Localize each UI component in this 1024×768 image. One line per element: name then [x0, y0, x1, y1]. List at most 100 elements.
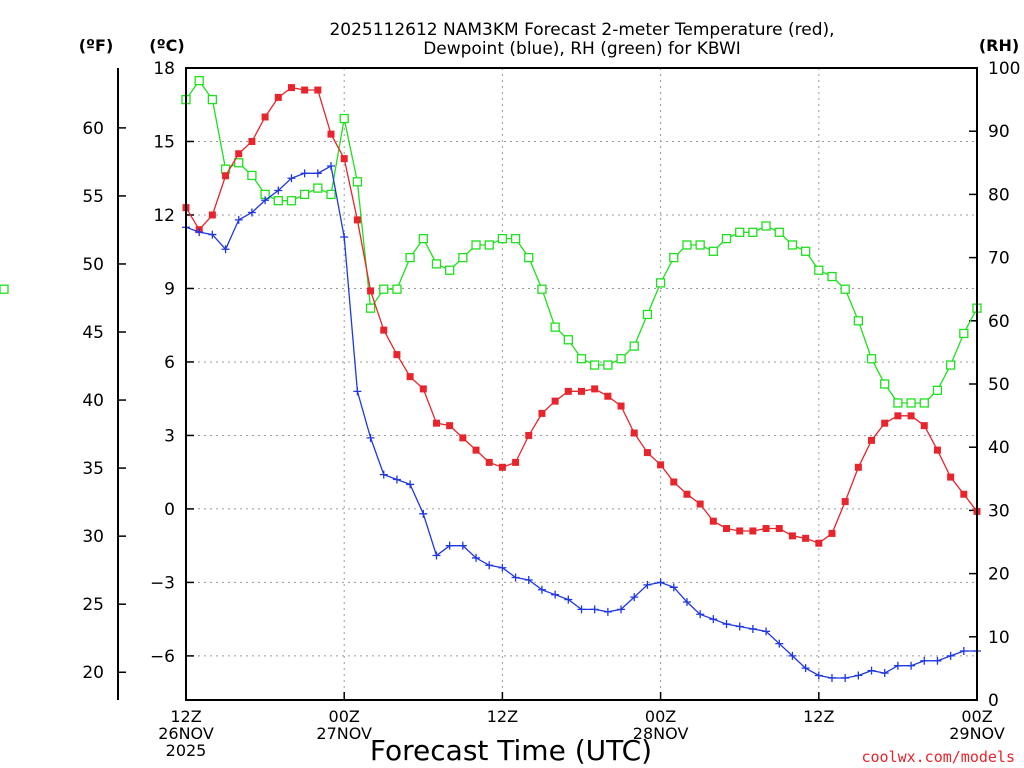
- rh-point: [471, 240, 481, 250]
- dewpoint-point: [643, 580, 652, 589]
- rh-point: [669, 252, 679, 263]
- dewpoint-point: [458, 541, 467, 550]
- fahrenheit-tick-label: 55: [82, 187, 104, 207]
- dewpoint-point: [247, 208, 256, 217]
- rh-point: [893, 398, 903, 408]
- rh-point: [286, 196, 297, 206]
- celsius-tick-label: 0: [164, 500, 175, 520]
- temperature-point: [248, 137, 256, 145]
- rh-point: [959, 328, 969, 339]
- rh-point: [682, 240, 692, 250]
- rh-point: [0, 284, 9, 294]
- dewpoint-point: [221, 245, 230, 254]
- rh-point: [655, 278, 666, 288]
- data-series: [0, 75, 982, 682]
- rh-tick-label: 0: [988, 691, 999, 711]
- rh-point: [932, 385, 943, 395]
- rh-point: [510, 233, 521, 244]
- dewpoint-point: [603, 607, 612, 616]
- time-tick-label: 27NOV: [316, 724, 372, 743]
- temperature-point: [525, 431, 533, 439]
- temperature-point: [960, 490, 968, 498]
- dewpoint-point: [867, 666, 876, 675]
- dewpoint-point: [313, 169, 322, 178]
- dewpoint-point: [682, 598, 691, 607]
- dewpoint-point: [274, 186, 283, 195]
- temperature-point: [591, 385, 599, 393]
- dewpoint-point: [590, 605, 599, 614]
- dewpoint-point: [893, 661, 902, 670]
- temperature-point: [578, 387, 585, 395]
- celsius-tick-label: 15: [153, 132, 175, 152]
- temperature-point: [696, 500, 704, 508]
- temperature-point: [920, 422, 928, 430]
- temperature-point: [301, 86, 309, 94]
- rh-point: [880, 379, 890, 389]
- dewpoint-point: [617, 605, 626, 614]
- temperature-point: [683, 490, 691, 498]
- dewpoint-point: [392, 475, 401, 484]
- dewpoint-point: [762, 627, 771, 636]
- dewpoint-point: [485, 561, 494, 570]
- temperature-point: [604, 392, 612, 400]
- temperature-point: [485, 458, 493, 466]
- rh-point: [853, 316, 863, 326]
- gridlines: [185, 67, 978, 700]
- rh-point: [445, 265, 455, 275]
- rh-tick-label: 70: [988, 249, 1010, 269]
- dewpoint-point: [498, 563, 507, 572]
- dewpoint-point: [814, 671, 823, 680]
- temperature-point: [564, 387, 572, 395]
- dewpoint-point: [419, 509, 428, 518]
- celsius-axis-unit: (ºC): [149, 36, 184, 55]
- rh-point: [379, 284, 389, 294]
- dewpoint-point: [577, 605, 586, 614]
- rh-tick-label: 50: [988, 375, 1010, 395]
- rh-tick-label: 20: [988, 565, 1010, 585]
- dewpoint-point: [959, 647, 968, 656]
- rh-point: [563, 335, 573, 345]
- rh-point: [708, 246, 718, 256]
- temperature-point: [367, 287, 375, 295]
- temperature-point: [723, 525, 731, 533]
- time-tick-label: 2025: [166, 741, 207, 760]
- dewpoint-point: [696, 610, 705, 619]
- plot-frame: [185, 67, 978, 701]
- celsius-axis-ticks: 18 15 12 9 6 3 0 −3 −6: [150, 59, 194, 667]
- temperature-point: [512, 458, 520, 466]
- celsius-tick-label: 9: [164, 279, 175, 299]
- rh-point: [814, 265, 824, 275]
- temperature-point: [749, 527, 757, 535]
- temperature-point: [775, 525, 783, 533]
- dewpoint-point: [195, 228, 204, 237]
- dewpoint-point: [208, 230, 217, 239]
- dewpoint-point: [907, 661, 916, 670]
- temperature-point: [353, 216, 361, 224]
- time-tick-label: 12Z: [803, 707, 834, 726]
- fahrenheit-tick-label: 40: [82, 391, 104, 411]
- rh-point: [326, 189, 336, 200]
- rh-point: [484, 240, 494, 250]
- temperature-point: [907, 412, 915, 420]
- temperature-point: [828, 529, 836, 537]
- fahrenheit-tick-label: 30: [82, 527, 104, 547]
- dewpoint-point: [511, 573, 520, 582]
- temperature-point: [208, 211, 216, 219]
- rh-point: [945, 360, 956, 370]
- rh-point: [800, 246, 811, 256]
- dewpoint-point: [656, 578, 665, 587]
- rh-point: [247, 170, 257, 181]
- dewpoint-point: [379, 470, 388, 479]
- rh-series: [0, 75, 982, 408]
- dewpoint-point: [327, 161, 336, 170]
- dewpoint-point: [551, 590, 560, 599]
- temperature-point: [287, 84, 295, 92]
- chart-title-line1: 2025112612 NAM3KM Forecast 2-meter Tempe…: [329, 20, 834, 40]
- temperature-point: [274, 93, 282, 101]
- rh-tick-label: 80: [988, 185, 1010, 205]
- dewpoint-point: [524, 575, 533, 584]
- temperature-point: [709, 517, 717, 525]
- rh-point: [418, 233, 428, 244]
- dewpoint-line: [185, 164, 977, 679]
